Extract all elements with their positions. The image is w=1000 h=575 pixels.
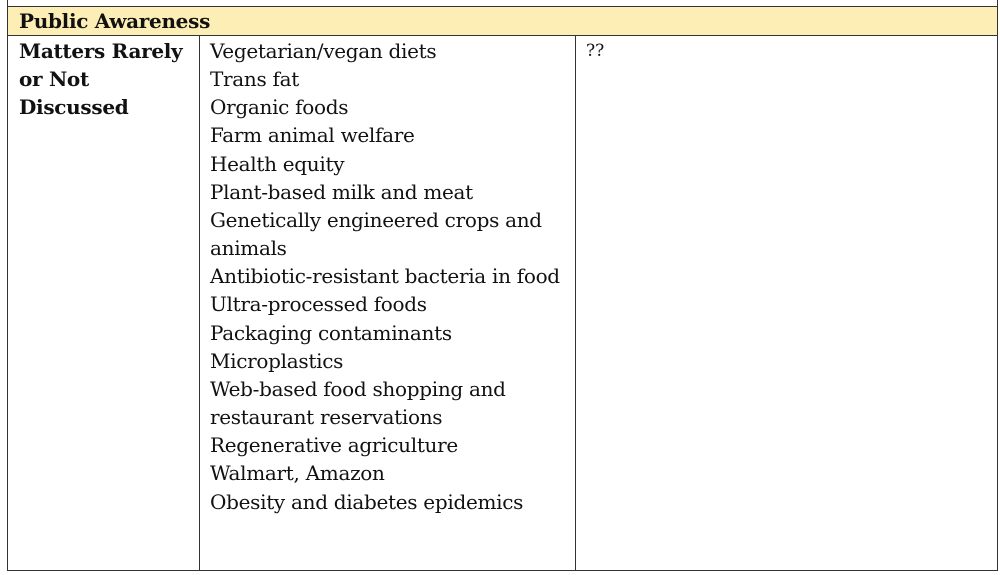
list-item: Genetically engineered crops and animals — [210, 207, 542, 261]
list-item: Antibiotic-resistant bacteria in food — [210, 264, 560, 289]
list-item: Vegetarian/vegan diets — [210, 39, 437, 63]
third-column-cell: ?? — [586, 41, 605, 61]
list-item: Obesity and diabetes epidemics — [210, 489, 524, 514]
list-item: Plant-based milk and meat — [210, 179, 473, 204]
list-item: Farm animal welfare — [210, 123, 415, 148]
list-item: Organic foods — [210, 95, 349, 120]
row-label: Matters Rarely or Not Discussed — [19, 39, 183, 120]
list-item: Trans fat — [210, 67, 299, 92]
table-header-title: Public Awareness — [19, 9, 211, 33]
list-item: Microplastics — [210, 348, 344, 373]
list-item: Ultra-processed foods — [210, 292, 427, 317]
table-top-edge — [7, 0, 998, 6]
list-item: Walmart, Amazon — [210, 461, 385, 486]
column-divider — [575, 35, 576, 570]
list-item: Regenerative agriculture — [210, 433, 458, 458]
table-body-row: Matters Rarely or Not Discussed Vegetari… — [7, 35, 998, 571]
table-header-row: Public Awareness — [7, 6, 998, 36]
list-item: Web-based food shopping and restaurant r… — [210, 376, 506, 430]
items-list: Vegetarian/vegan diets Trans fat Organic… — [210, 37, 570, 516]
list-item: Packaging contaminants — [210, 320, 452, 345]
list-item: Health equity — [210, 151, 345, 176]
column-divider — [199, 35, 200, 570]
